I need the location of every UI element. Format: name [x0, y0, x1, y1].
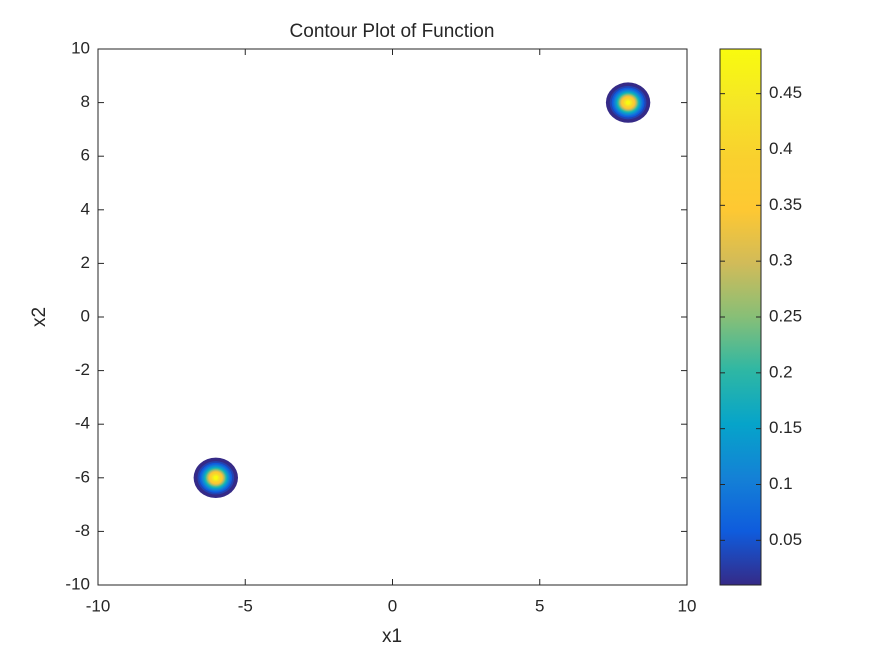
x-tick-label: 0: [388, 596, 397, 615]
colorbar-tick-label: 0.05: [769, 530, 802, 549]
colorbar-tick-label: 0.25: [769, 306, 802, 325]
colorbar-tick-label: 0.35: [769, 195, 802, 214]
y-tick-label: 10: [71, 38, 90, 57]
x-axis-label: x1: [382, 626, 402, 647]
y-tick-label: -2: [75, 360, 90, 379]
y-tick-label: -6: [75, 467, 90, 486]
colorbar-tick-label: 0.3: [769, 251, 793, 270]
colorbar-tick-label: 0.15: [769, 418, 802, 437]
x-tick-label: 5: [535, 596, 544, 615]
chart-title: Contour Plot of Function: [290, 21, 495, 42]
colorbar-tick-label: 0.2: [769, 362, 793, 381]
y-tick-label: 2: [81, 253, 90, 272]
colorbar-tick-label: 0.1: [769, 474, 793, 493]
colorbar-tick-label: 0.45: [769, 83, 802, 102]
y-tick-label: 0: [81, 306, 90, 325]
peak-center: [626, 100, 631, 105]
x-tick-label: -5: [238, 596, 253, 615]
x-tick-label: -10: [86, 596, 111, 615]
x-tick-label: 10: [678, 596, 697, 615]
colorbar-tick-label: 0.4: [769, 139, 793, 158]
contour-layer: [193, 82, 651, 498]
peak-center: [213, 475, 218, 480]
plot-area: [98, 49, 687, 585]
y-tick-label: 8: [81, 92, 90, 111]
y-tick-label: -8: [75, 521, 90, 540]
y-axis-label: x2: [29, 307, 50, 327]
y-tick-label: -10: [65, 574, 90, 593]
y-tick-label: 6: [81, 146, 90, 165]
y-tick-label: 4: [81, 199, 90, 218]
colorbar: [719, 48, 762, 586]
y-tick-label: -4: [75, 414, 90, 433]
